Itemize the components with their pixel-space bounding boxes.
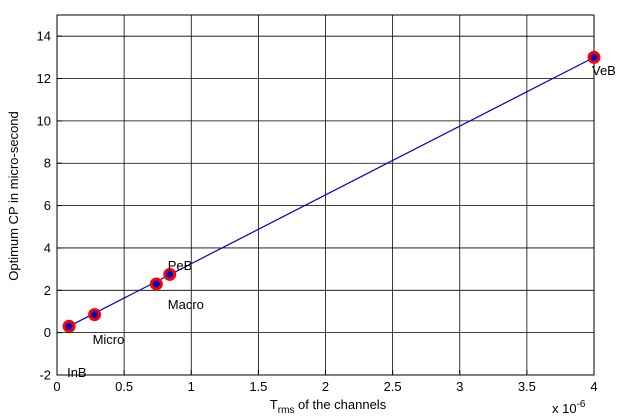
x-tick-label: 1 [188,379,195,394]
y-tick-label: 2 [44,283,51,298]
annotation-micro: Micro [93,332,125,347]
annotation-veb: VeB [592,63,616,78]
data-point [88,308,102,322]
x-axis-label: Trms of the channels [270,397,387,416]
data-point [62,319,76,333]
axis-ticks [56,35,595,376]
data-point [149,277,163,291]
y-axis-label: Optimum CP in micro-second [6,111,21,281]
fit-line-layer [68,56,595,327]
x-axis-exponent-label: x 10-6 [552,399,586,416]
y-tick-label: 0 [44,325,51,340]
data-point [587,50,601,64]
x-tick-label: 0.5 [115,379,133,394]
x-tick-label: 1.5 [249,379,267,394]
x-axis-tick-labels: 0 0.5 1 1.5 2 2.5 3 3.5 4 [53,379,597,394]
y-axis-tick-labels: -2 0 2 4 6 8 10 12 14 [37,29,51,383]
point-annotations: InB Micro Macro PeB VeB [67,63,616,380]
annotation-macro: Macro [168,297,204,312]
y-tick-label: 10 [37,113,51,128]
annotation-inb: InB [67,365,87,380]
x-tick-label: 0 [53,379,60,394]
y-tick-label: 6 [44,198,51,213]
data-point [163,267,177,281]
x-tick-label: 2.5 [384,379,402,394]
y-tick-label: -2 [39,368,51,383]
annotation-peb: PeB [168,258,193,273]
grid [57,15,594,376]
x-tick-label: 2 [322,379,329,394]
y-tick-label: 14 [37,29,51,44]
data-points [62,50,601,333]
x-tick-label: 3.5 [518,379,536,394]
x-tick-label: 4 [590,379,597,394]
y-tick-label: 4 [44,240,51,255]
fit-line [68,56,595,327]
x-tick-label: 3 [456,379,463,394]
y-tick-label: 12 [37,71,51,86]
y-tick-label: 8 [44,156,51,171]
